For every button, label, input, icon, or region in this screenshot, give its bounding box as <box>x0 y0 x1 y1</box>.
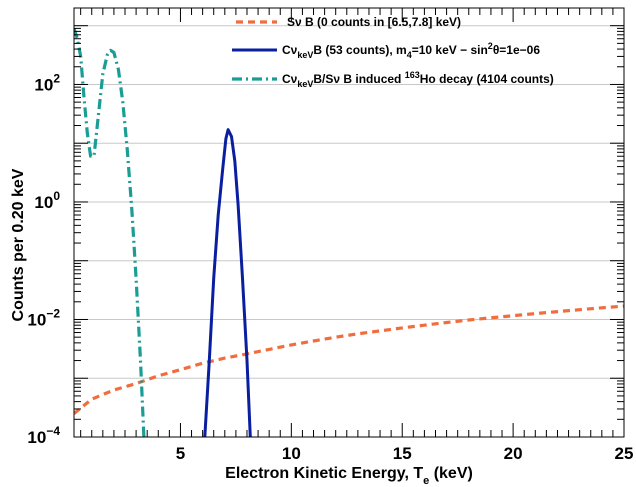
y-axis-title: Counts per 0.20 keV <box>10 168 27 321</box>
y-tick-label: 10−2 <box>27 306 60 329</box>
y-tick-label: 100 <box>34 189 60 212</box>
series-layer <box>74 27 624 437</box>
plot-frame <box>73 7 625 438</box>
series-line-1 <box>203 128 252 437</box>
x-tick-labels: 5 10 15 20 25 <box>176 444 634 463</box>
series-line-0 <box>74 304 624 415</box>
legend-label-c-nu-kev-b: CνkeVB (53 counts), m4=10 keV − sin2θ=1e… <box>282 41 540 60</box>
series-line-2 <box>74 27 146 437</box>
y-tick-label: 102 <box>34 71 60 94</box>
grid-lines <box>74 25 624 438</box>
legend-label-induced-ho-decay: CνkeVB/Sν B induced 163Ho decay (4104 co… <box>282 70 554 89</box>
x-tick-label: 10 <box>282 444 301 463</box>
y-tick-label: 10−4 <box>27 424 60 447</box>
x-tick-label: 5 <box>176 444 185 463</box>
y-tick-labels: 10−4 10−2 100 102 <box>27 71 60 447</box>
x-tick-label: 15 <box>393 444 412 463</box>
legend-label-s-nu-b: Sν B (0 counts in [6.5,7.8] keV) <box>287 15 461 29</box>
x-tick-label: 20 <box>504 444 523 463</box>
legend: Sν B (0 counts in [6.5,7.8] keV) CνkeVB … <box>232 15 554 89</box>
x-axis-title: Electron Kinetic Energy, Te (keV) <box>225 465 473 487</box>
axis-ticks <box>74 7 625 438</box>
x-tick-label: 25 <box>615 444 634 463</box>
